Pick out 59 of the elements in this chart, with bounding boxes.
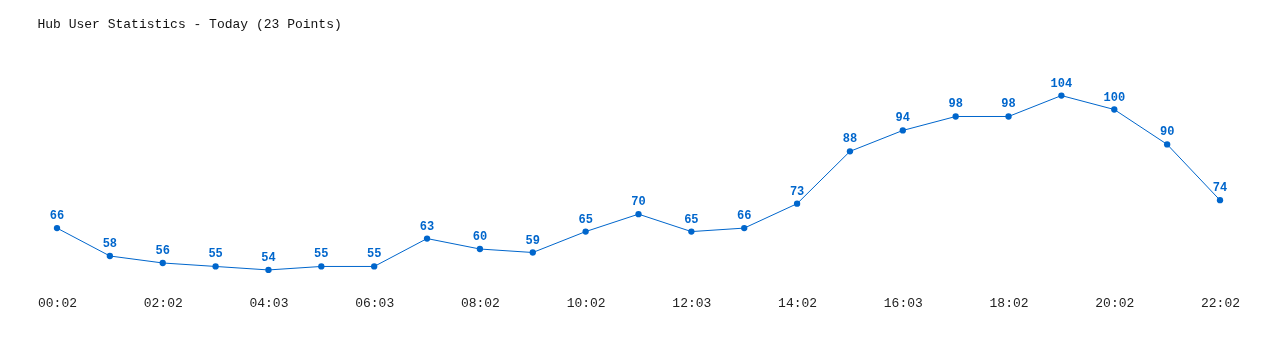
x-tick-label: 22:02: [1200, 295, 1241, 311]
point: [635, 210, 642, 218]
point: [741, 224, 748, 232]
point: [952, 113, 959, 120]
data-label: 66: [49, 209, 65, 224]
data-label: 55: [314, 247, 329, 262]
point: [212, 263, 219, 270]
data-label: 65: [684, 212, 699, 227]
point: [476, 245, 484, 253]
data-label: 59: [525, 233, 540, 248]
point: [582, 228, 589, 235]
x-tick-label: 18:02: [989, 295, 1029, 311]
data-label: 55: [366, 247, 382, 262]
data-label: 88: [842, 132, 858, 147]
point: [53, 224, 61, 232]
point: [265, 266, 272, 274]
data-label: 90: [1159, 125, 1175, 140]
x-tick-label: 06:03: [355, 295, 395, 311]
data-label: 104: [1050, 76, 1073, 91]
point: [529, 249, 536, 256]
data-label: 100: [1103, 90, 1126, 105]
chart-title: Hub User Statistics - Today (23 Points): [37, 17, 342, 32]
point: [899, 127, 906, 134]
data-label: 58: [102, 237, 118, 251]
point: [688, 228, 695, 235]
point: [1058, 92, 1065, 99]
point: [159, 259, 166, 267]
data-label: 55: [208, 247, 223, 262]
x-tick-label: 04:03: [249, 295, 289, 311]
x-tick-label: 20:02: [1095, 295, 1135, 311]
data-label: 98: [1001, 97, 1016, 112]
data-label: 54: [261, 250, 276, 265]
data-label: 98: [948, 97, 963, 112]
point: [1111, 106, 1118, 113]
data-label: 94: [895, 111, 911, 126]
point: [793, 200, 801, 207]
point: [1163, 141, 1171, 148]
data-label: 63: [419, 219, 435, 234]
point: [1005, 113, 1012, 120]
data-label: 70: [631, 195, 646, 210]
data-label: 60: [472, 230, 488, 245]
x-tick-label: 16:03: [883, 295, 923, 311]
data-label: 74: [1212, 181, 1228, 196]
point: [106, 252, 114, 260]
point: [846, 148, 854, 155]
point: [423, 235, 431, 242]
data-label: 56: [155, 243, 170, 258]
data-label: 65: [578, 212, 593, 227]
x-tick-label: 14:02: [778, 295, 818, 311]
point: [1216, 197, 1224, 204]
x-tick-label: 10:02: [566, 295, 606, 311]
x-tick-label: 00:02: [37, 295, 78, 311]
data-label: 73: [789, 184, 805, 199]
point: [318, 263, 325, 270]
data-label: 66: [737, 209, 752, 224]
point: [371, 263, 378, 270]
x-tick-label: 12:03: [672, 295, 712, 311]
x-tick-label: 08:02: [460, 295, 500, 311]
x-tick-label: 02:02: [143, 295, 183, 311]
